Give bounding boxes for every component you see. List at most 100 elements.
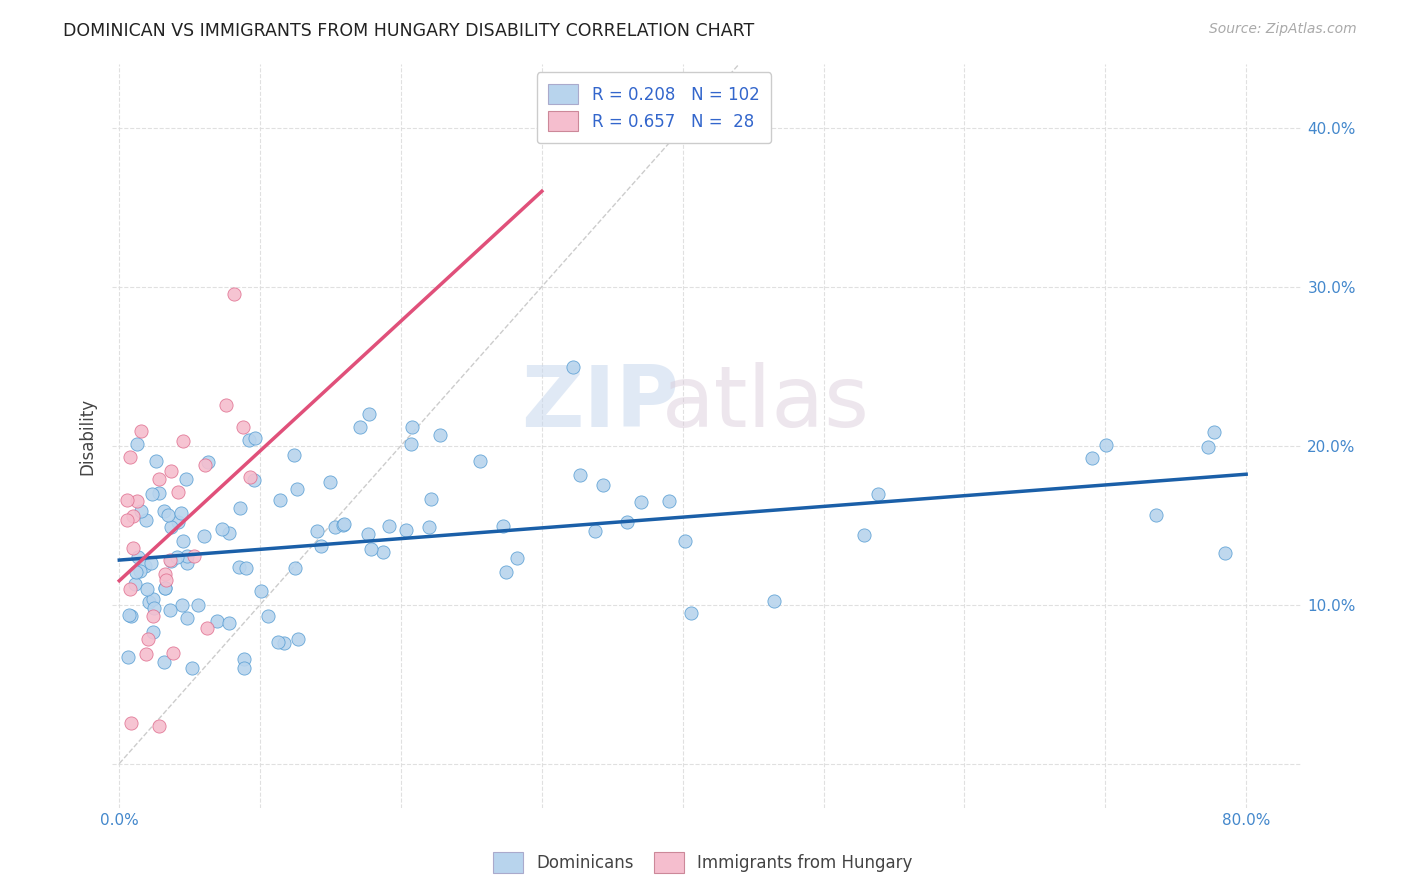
Point: [506, 551, 529, 566]
Point: [401, 419, 423, 434]
Point: [323, 519, 346, 533]
Point: [142, 625, 165, 640]
Point: [176, 556, 198, 570]
Point: [205, 614, 228, 628]
Point: [181, 661, 204, 675]
Point: [592, 478, 614, 492]
Point: [224, 287, 246, 301]
Point: [117, 649, 139, 664]
Point: [117, 514, 139, 528]
Point: [167, 485, 190, 500]
Point: [395, 523, 418, 537]
Point: [125, 565, 148, 579]
Point: [183, 549, 205, 564]
Point: [229, 501, 252, 516]
Point: [232, 420, 254, 434]
Point: [233, 651, 256, 665]
Point: [305, 524, 328, 539]
Point: [127, 494, 149, 508]
Point: [193, 529, 215, 543]
Point: [242, 473, 264, 487]
Point: [115, 492, 138, 507]
Point: [360, 542, 382, 557]
Text: Source: ZipAtlas.com: Source: ZipAtlas.com: [1209, 22, 1357, 37]
Point: [762, 593, 785, 607]
Point: [120, 608, 142, 623]
Point: [238, 433, 260, 447]
Point: [153, 567, 176, 582]
Text: ZIP: ZIP: [520, 361, 679, 444]
Point: [1080, 450, 1102, 465]
Point: [218, 615, 240, 630]
Point: [129, 504, 152, 518]
Legend: Dominicans, Immigrants from Hungary: Dominicans, Immigrants from Hungary: [486, 846, 920, 880]
Point: [127, 549, 149, 564]
Point: [155, 573, 177, 587]
Point: [359, 408, 381, 422]
Point: [658, 494, 681, 508]
Point: [215, 399, 238, 413]
Point: [134, 559, 156, 574]
Point: [583, 524, 606, 538]
Point: [155, 581, 177, 595]
Point: [675, 534, 697, 549]
Point: [249, 583, 271, 598]
Point: [399, 437, 422, 451]
Point: [141, 556, 163, 570]
Point: [194, 458, 217, 473]
Point: [187, 599, 209, 613]
Point: [429, 428, 451, 442]
Point: [159, 553, 181, 567]
Point: [420, 492, 443, 507]
Point: [152, 503, 174, 517]
Point: [853, 528, 876, 542]
Point: [159, 602, 181, 616]
Point: [160, 554, 183, 568]
Point: [468, 454, 491, 468]
Point: [495, 565, 517, 579]
Point: [309, 539, 332, 553]
Legend: R = 0.208   N = 102, R = 0.657   N =  28: R = 0.208 N = 102, R = 0.657 N = 28: [537, 72, 770, 143]
Point: [143, 601, 166, 615]
Point: [243, 431, 266, 445]
Point: [616, 515, 638, 529]
Point: [174, 472, 197, 486]
Point: [162, 646, 184, 660]
Point: [166, 550, 188, 565]
Point: [135, 513, 157, 527]
Point: [121, 509, 143, 524]
Point: [136, 632, 159, 647]
Point: [156, 508, 179, 522]
Point: [1094, 438, 1116, 452]
Point: [319, 475, 342, 489]
Text: atlas: atlas: [662, 361, 869, 444]
Point: [148, 719, 170, 733]
Point: [167, 515, 190, 529]
Point: [239, 470, 262, 484]
Point: [153, 655, 176, 669]
Point: [170, 599, 193, 613]
Point: [125, 437, 148, 451]
Point: [228, 560, 250, 574]
Point: [124, 577, 146, 591]
Point: [267, 635, 290, 649]
Point: [235, 561, 257, 575]
Point: [349, 420, 371, 434]
Point: [256, 608, 278, 623]
Point: [172, 533, 194, 548]
Point: [681, 607, 703, 621]
Point: [176, 611, 198, 625]
Point: [569, 467, 592, 482]
Point: [148, 486, 170, 500]
Point: [269, 492, 291, 507]
Point: [233, 661, 256, 675]
Point: [145, 454, 167, 468]
Point: [285, 482, 308, 496]
Point: [129, 564, 152, 578]
Point: [1213, 546, 1236, 560]
Point: [170, 506, 193, 520]
Text: DOMINICAN VS IMMIGRANTS FROM HUNGARY DISABILITY CORRELATION CHART: DOMINICAN VS IMMIGRANTS FROM HUNGARY DIS…: [63, 22, 755, 40]
Point: [492, 519, 515, 533]
Point: [1204, 425, 1226, 440]
Point: [287, 632, 309, 646]
